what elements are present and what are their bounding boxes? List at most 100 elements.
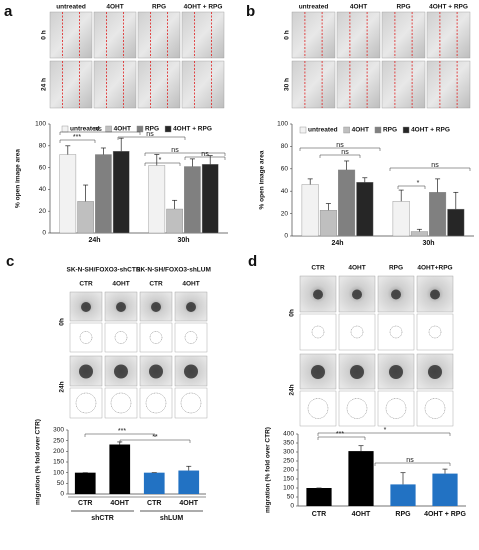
image-column-label: CTR [149,281,163,288]
micrograph [291,60,336,109]
legend-label: RPG [145,126,159,133]
image-group-label: SK-N-SH/FOXO3-shLUM [136,267,211,274]
image-column-label: untreated [56,4,86,11]
legend-swatch [61,125,69,133]
x-tick-label: 4OHT + RPG [424,511,466,518]
legend-swatch [374,126,382,134]
y-axis-label: % open image area [15,149,22,208]
image-column-label: 4OHT+RPG [417,265,452,272]
image-group-label: SK-N-SH/FOXO3-shCTR [66,267,140,274]
y-tick-label: 40 [39,186,47,193]
y-tick-label: 40 [281,188,289,195]
spheroid-outline [180,392,202,414]
image-row-label: 30 h [284,78,291,91]
micrograph [181,60,225,109]
micrograph [49,11,93,59]
bar [77,201,94,234]
significance-label: ns [94,126,102,133]
significance-label: * [384,427,387,434]
x-tick-label: 24h [331,240,343,247]
legend-label: untreated [308,127,338,134]
spheroid-outline [75,392,97,414]
bar [184,166,201,234]
bar [432,473,458,506]
significance-label: ** [152,434,158,441]
micrograph [291,11,336,59]
spheroid-outline [311,325,325,339]
legend-label: RPG [383,127,397,134]
bar [447,208,465,237]
image-row-label: 0 h [284,30,291,39]
image-row-label: 24 h [41,78,48,91]
y-tick-label: 300 [53,427,64,434]
spheroid [313,289,323,300]
bar [392,201,410,237]
bar [59,154,77,234]
image-row-label: 0h [59,318,66,326]
y-tick-label: 100 [283,485,294,492]
image-column-label: 4OHT + RPG [184,4,223,11]
y-tick-label: 100 [35,121,46,128]
x-tick-label: 4OHT [110,500,129,507]
image-row-label: 24h [289,384,296,395]
spheroid [428,365,442,379]
micrograph [181,11,225,59]
spheroid [149,364,163,379]
spheroid-outline [110,392,132,414]
spheroid-outline [307,398,329,419]
y-tick-label: 150 [283,476,294,483]
spheroid [352,289,362,300]
outline-panel [377,313,415,351]
significance-label: ns [201,151,209,158]
y-tick-label: 150 [53,459,64,466]
spheroid-outline [350,325,364,339]
bar [148,165,166,234]
x-tick-label: 4OHT [179,500,198,507]
legend-label: untreated [70,126,100,133]
image-column-label: 4OHT + RPG [429,4,468,11]
image-column-label: 4OHT [182,281,199,288]
significance-label: *** [336,431,344,438]
outline-panel [416,390,454,427]
spheroid [79,364,93,379]
y-tick-label: 50 [287,494,295,501]
group-label: shLUM [160,515,184,522]
x-tick-label: RPG [395,511,411,518]
legend-swatch [136,125,144,133]
x-tick-label: CTR [147,500,161,507]
image-row-label: 0h [289,309,296,317]
significance-label: ns [406,457,414,464]
spheroid-outline [114,331,128,344]
bar [338,169,356,237]
micrograph [381,60,426,109]
y-axis-label: migration (% fold over CTR) [265,427,272,513]
x-tick-label: CTR [312,511,326,518]
bar [109,444,131,494]
spheroid-outline [184,331,198,344]
spheroid-outline [145,392,167,414]
legend-label: 4OHT [114,126,131,133]
bar [143,472,165,494]
outline-panel [338,313,376,351]
legend-swatch [299,126,307,134]
bar [112,151,130,234]
significance-label: * [159,157,162,164]
image-column-label: RPG [389,265,403,272]
outline-panel [416,313,454,351]
micrograph [137,60,181,109]
y-tick-label: 0 [284,233,288,240]
spheroid-outline [346,398,368,419]
y-tick-label: 20 [281,210,289,217]
y-tick-label: 80 [281,143,289,150]
x-tick-label: 30h [422,240,434,247]
legend-swatch [343,126,350,134]
spheroid [311,365,325,379]
image-row-label: 0 h [41,30,48,39]
bar [348,451,374,506]
spheroid-outline [385,398,407,419]
panel-letter: d [248,253,257,270]
micrograph [137,11,181,59]
significance-label: ns [336,142,344,149]
micrograph [426,60,471,109]
